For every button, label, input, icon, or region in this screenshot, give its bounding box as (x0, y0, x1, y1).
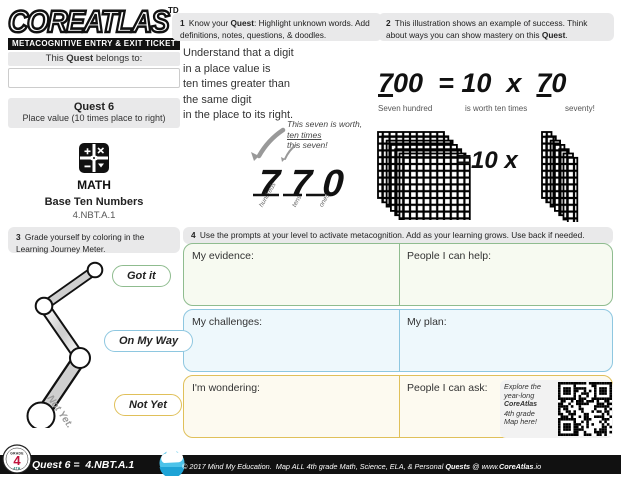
svg-text:4TH: 4TH (13, 467, 20, 471)
